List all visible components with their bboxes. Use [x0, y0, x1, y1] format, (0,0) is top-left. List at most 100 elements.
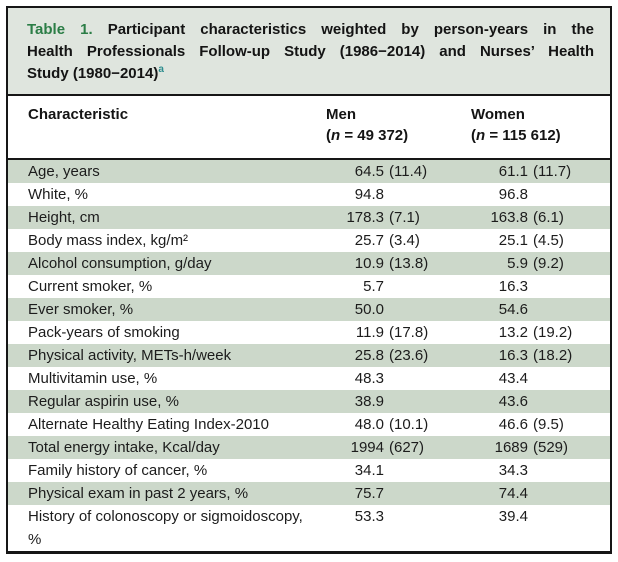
men-n-count: (n = 49 372): [326, 127, 409, 144]
men-sd: (23.6): [389, 347, 429, 364]
men-value: 5.7: [363, 278, 384, 295]
table-row: Body mass index, kg/m² 25.7 (3.4) 25.1 (4.5): [8, 229, 610, 252]
men-sd: (11.4): [389, 163, 428, 180]
men-cell: 94.8: [323, 183, 468, 206]
women-value: 43.4: [498, 370, 528, 387]
men-cell: 53.3: [323, 505, 468, 551]
row-label: Ever smoker, %: [28, 301, 134, 318]
men-cell: 178.3 (7.1): [323, 206, 468, 229]
men-cell: 34.1: [323, 459, 468, 482]
row-label: Current smoker, %: [28, 278, 153, 295]
table-row: Pack-years of smoking 11.9 (17.8) 13.2 (19.2…: [8, 321, 610, 344]
women-cell: 39.4: [468, 505, 610, 551]
table-row: Physical exam in past 2 years, % 75.7 74.4: [8, 482, 610, 505]
row-label: Regular aspirin use, %: [28, 393, 179, 410]
men-value: 94.8: [354, 186, 384, 203]
table-row: Multivitamin use, % 48.3 43.4: [8, 367, 610, 390]
women-value: 96.8: [498, 186, 528, 203]
men-value: 1994: [350, 439, 384, 456]
women-cell: 61.1 (11.7): [468, 160, 610, 183]
men-cell: 50.0: [323, 298, 468, 321]
men-cell: 11.9 (17.8): [323, 321, 468, 344]
men-cell: 75.7: [323, 482, 468, 505]
men-value: 48.3: [354, 370, 384, 387]
table-row: Height, cm 178.3 (7.1) 163.8 (6.1): [8, 206, 610, 229]
row-label: Family history of cancer, %: [28, 462, 208, 479]
men-sd: (13.8): [389, 255, 429, 272]
men-cell: 25.7 (3.4): [323, 229, 468, 252]
row-label: Physical activity, METs-h/week: [28, 347, 232, 364]
women-value: 1689: [494, 439, 528, 456]
men-cell: 10.9 (13.8): [323, 252, 468, 275]
men-cell: 64.5 (11.4): [323, 160, 468, 183]
women-value: 74.4: [498, 485, 528, 502]
men-value: 50.0: [354, 301, 384, 318]
men-sd: (3.4): [389, 232, 420, 249]
men-cell: 5.7: [323, 275, 468, 298]
women-value: 5.9: [507, 255, 528, 272]
women-sd: (9.5): [533, 416, 564, 433]
men-value: 25.7: [354, 232, 384, 249]
italic-n: n: [331, 127, 341, 144]
men-cell: 38.9: [323, 390, 468, 413]
women-value: 16.3: [498, 347, 528, 364]
caption-line-3: Study (1980−2014)a: [27, 63, 594, 85]
women-cell: 16.3: [468, 275, 610, 298]
women-cell: 46.6 (9.5): [468, 413, 610, 436]
men-value: 38.9: [354, 393, 384, 410]
women-cell: 13.2 (19.2): [468, 321, 610, 344]
row-label: Pack-years of smoking: [28, 324, 180, 341]
men-value: 11.9: [355, 324, 384, 341]
column-header-characteristic: Characteristic: [28, 106, 129, 123]
women-sd: (6.1): [533, 209, 564, 226]
men-cell: 1994 (627): [323, 436, 468, 459]
women-sd: (11.7): [533, 163, 572, 180]
women-cell: 54.6: [468, 298, 610, 321]
men-label: Men: [326, 106, 356, 123]
men-cell: 25.8 (23.6): [323, 344, 468, 367]
women-value: 43.6: [498, 393, 528, 410]
men-value: 34.1: [354, 462, 384, 479]
table-row: Ever smoker, % 50.0 54.6: [8, 298, 610, 321]
women-value: 46.6: [498, 416, 528, 433]
women-cell: 5.9 (9.2): [468, 252, 610, 275]
table-header-row: Characteristic Men (n = 49 372) Women (n…: [8, 96, 610, 160]
men-value: 25.8: [354, 347, 384, 364]
row-label: History of colonoscopy or sigmoidoscopy,…: [28, 508, 303, 548]
caption-text-1: Participant characteristics weighted by …: [92, 21, 594, 38]
row-label: Height, cm: [28, 209, 100, 226]
men-value: 178.3: [346, 209, 384, 226]
women-cell: 43.4: [468, 367, 610, 390]
women-cell: 25.1 (4.5): [468, 229, 610, 252]
footnote-marker-a: a: [158, 64, 164, 75]
row-label: White, %: [28, 186, 89, 203]
women-value: 13.2: [498, 324, 528, 341]
women-cell: 34.3: [468, 459, 610, 482]
women-n-count: (n = 115 612): [471, 127, 561, 144]
women-sd: (4.5): [533, 232, 564, 249]
table-row: White, % 94.8 96.8: [8, 183, 610, 206]
column-header-men: Men (n = 49 372): [323, 104, 468, 146]
row-label: Body mass index, kg/m²: [28, 232, 189, 249]
row-label: Alcohol consumption, g/day: [28, 255, 212, 272]
men-sd: (10.1): [389, 416, 429, 433]
men-value: 48.0: [354, 416, 384, 433]
table-row: Current smoker, % 5.7 16.3: [8, 275, 610, 298]
women-cell: 16.3 (18.2): [468, 344, 610, 367]
table-caption: Table 1. Participant characteristics wei…: [8, 8, 610, 96]
men-sd: (7.1): [389, 209, 420, 226]
table-row: History of colonoscopy or sigmoidoscopy,…: [8, 505, 610, 551]
women-value: 25.1: [498, 232, 528, 249]
table-1-card: Table 1. Participant characteristics wei…: [6, 6, 612, 554]
row-label: Physical exam in past 2 years, %: [28, 485, 249, 502]
women-sd: (19.2): [533, 324, 573, 341]
column-header-women: Women (n = 115 612): [468, 104, 610, 146]
italic-n: n: [476, 127, 486, 144]
table-row: Physical activity, METs-h/week 25.8 (23.6)…: [8, 344, 610, 367]
table-row: Age, years 64.5 (11.4) 61.1 (11.7): [8, 160, 610, 183]
men-value: 75.7: [354, 485, 384, 502]
row-label: Total energy intake, Kcal/day: [28, 439, 220, 456]
men-value: 53.3: [354, 508, 384, 525]
caption-text-3: Study (1980−2014): [27, 65, 159, 82]
